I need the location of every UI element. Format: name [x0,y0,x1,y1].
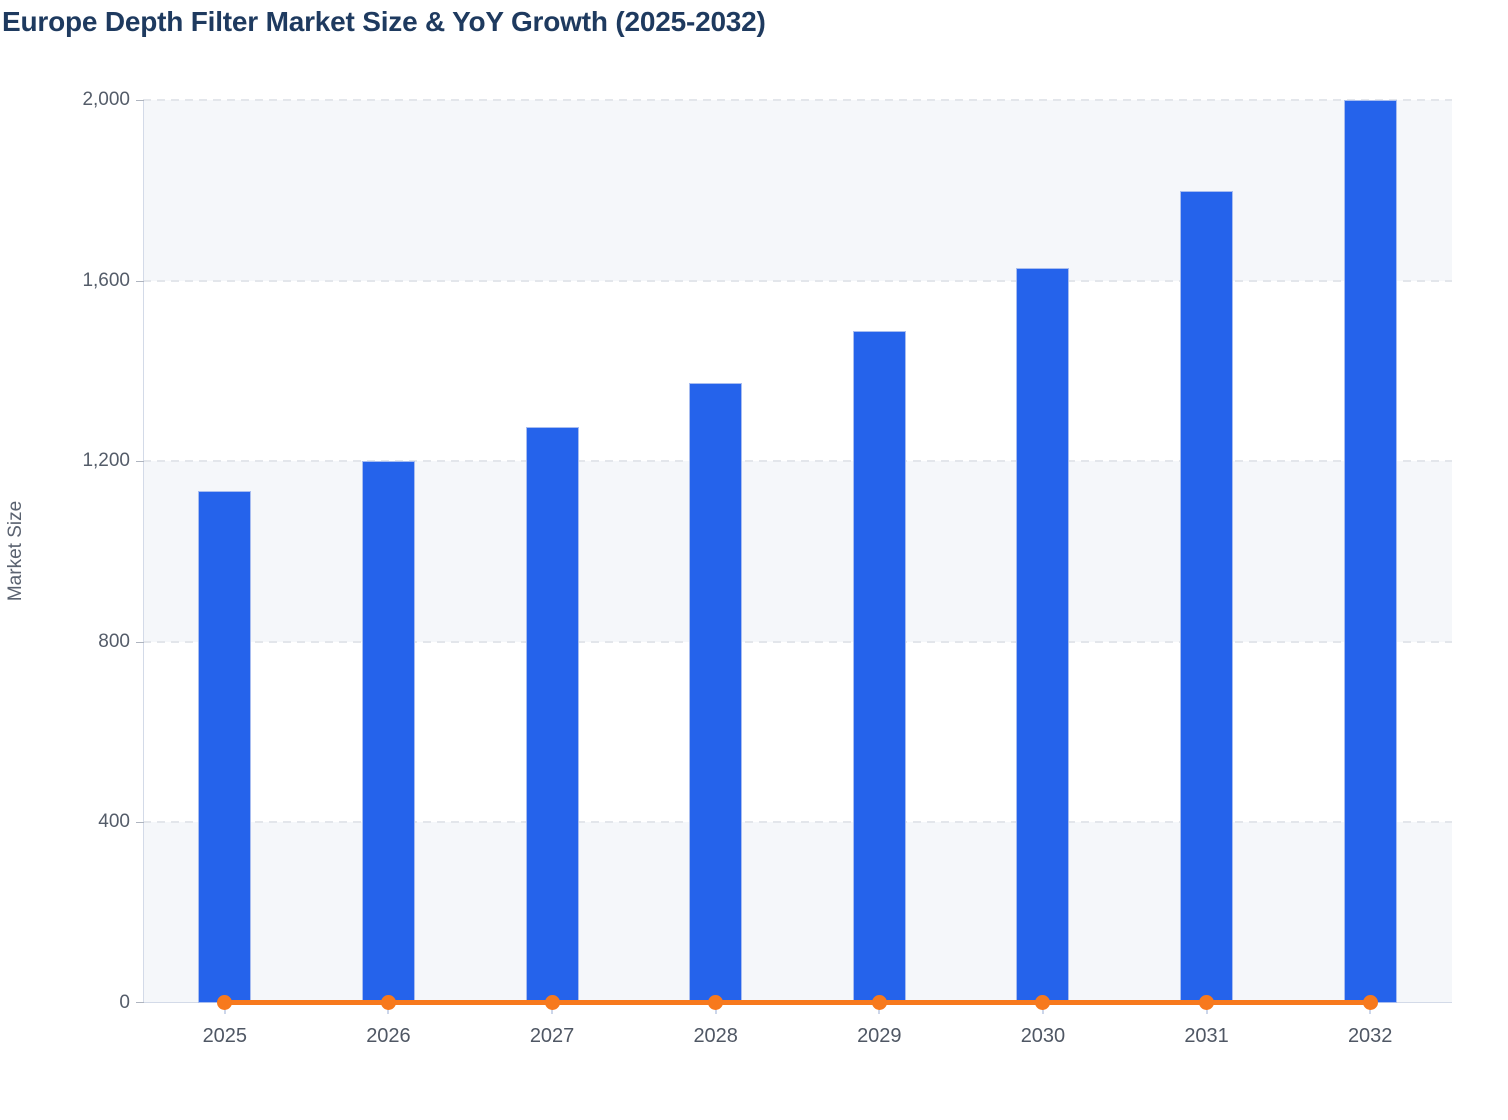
y-tick-label-0: 0 [119,992,130,1013]
yoy-growth-line [224,1000,1371,1005]
bar-2025 [198,490,252,1003]
background-band [143,100,1452,281]
y-tick-label-1600: 1,600 [82,269,130,291]
yoy-point-2026 [380,995,396,1010]
x-tick-label-2032: 2032 [1347,1025,1393,1047]
y-tick-mark-1600 [136,280,144,282]
yoy-point-2031 [1199,995,1215,1010]
bar-2031 [1180,191,1234,1003]
chart-title: Europe Depth Filter Market Size & YoY Gr… [2,6,766,37]
yoy-point-2028 [708,995,724,1010]
bar-2026 [361,461,415,1003]
y-axis-title: Market Size [5,500,26,602]
bar-2027 [525,426,579,1003]
bar-2032 [1343,100,1397,1003]
y-tick-label-1200: 1,200 [82,450,130,472]
y-tick-mark-400 [136,822,144,824]
plot-area [143,99,1452,1010]
x-tick-label-2030: 2030 [1020,1025,1066,1047]
bar-2029 [852,331,906,1003]
yoy-point-2032 [1362,995,1378,1010]
y-tick-mark-2000 [136,100,144,101]
x-tick-label-2026: 2026 [366,1025,411,1047]
yoy-point-2027 [544,995,560,1010]
gridline-800 [143,640,1452,643]
background-band [143,461,1452,642]
yoy-point-2029 [871,995,887,1010]
yoy-point-2025 [217,995,233,1010]
background-band [143,822,1452,1003]
y-tick-label-2000: 2,000 [82,89,130,110]
x-tick-label-2025: 2025 [202,1025,248,1047]
y-tick-mark-800 [136,641,144,643]
x-tick-label-2029: 2029 [857,1025,902,1047]
x-tick-label-2028: 2028 [693,1025,738,1047]
gridline-2000 [143,99,1452,101]
y-axis-line [143,100,144,1003]
x-tick-label-2027: 2027 [529,1025,575,1047]
gridline-1200 [143,460,1452,463]
gridline-400 [143,821,1452,824]
y-tick-label-400: 400 [98,811,130,833]
bar-2030 [1016,267,1070,1003]
yoy-point-2030 [1035,995,1051,1010]
x-tick-label-2031: 2031 [1184,1025,1229,1047]
y-tick-mark-0 [136,1002,144,1003]
y-tick-mark-1200 [136,461,144,463]
y-tick-label-800: 800 [98,630,130,652]
bar-2028 [689,383,743,1003]
gridline-1600 [143,279,1452,282]
